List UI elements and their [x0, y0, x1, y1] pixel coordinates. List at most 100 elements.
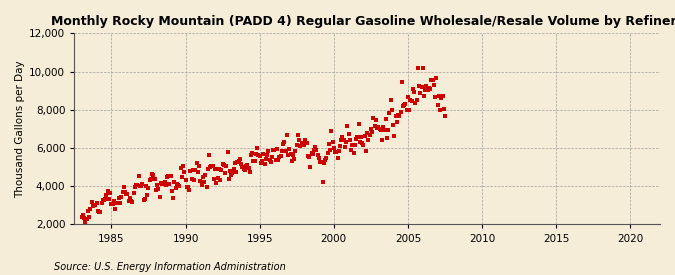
Point [179, 170, 190, 174]
Point [137, 181, 148, 186]
Point [132, 183, 142, 188]
Point [155, 181, 166, 185]
Point [344, 138, 355, 142]
Point [227, 170, 238, 175]
Point [212, 176, 223, 180]
Point [279, 139, 290, 144]
Point [183, 185, 194, 189]
Point [248, 159, 259, 163]
Point [418, 94, 429, 98]
Point [95, 210, 106, 214]
Point [234, 156, 245, 161]
Point [439, 114, 450, 118]
Point [184, 188, 194, 192]
Point [298, 141, 308, 145]
Point [283, 153, 294, 157]
Point [354, 139, 365, 144]
Point [348, 151, 359, 155]
Point [263, 149, 273, 154]
Point [269, 148, 280, 152]
Point [115, 201, 126, 205]
Point [182, 185, 192, 189]
Point [256, 158, 267, 163]
Point [219, 171, 230, 175]
Point [285, 152, 296, 156]
Point [290, 148, 301, 153]
Point [244, 169, 255, 174]
Point [113, 196, 124, 200]
Point [207, 163, 218, 168]
Point [228, 167, 239, 171]
Point [252, 145, 263, 150]
Point [107, 202, 118, 207]
Point [326, 129, 337, 133]
Point [390, 113, 401, 118]
Point [151, 188, 161, 192]
Point [82, 209, 93, 213]
Point [275, 154, 286, 159]
Point [387, 123, 398, 127]
Point [84, 214, 95, 219]
Point [421, 84, 432, 88]
Point [127, 199, 138, 204]
Point [369, 124, 380, 128]
Point [313, 153, 323, 157]
Point [307, 152, 318, 156]
Point [286, 159, 297, 164]
Point [161, 183, 171, 187]
Point [154, 195, 165, 199]
Point [167, 188, 178, 193]
Point [189, 178, 200, 183]
Point [185, 169, 196, 173]
Point [136, 184, 146, 188]
Point [271, 146, 282, 151]
Point [200, 173, 211, 177]
Point [126, 198, 136, 203]
Point [378, 125, 389, 129]
Point [140, 184, 151, 189]
Point [148, 173, 159, 177]
Point [383, 128, 394, 132]
Point [237, 164, 248, 169]
Point [412, 66, 423, 70]
Point [362, 131, 373, 135]
Point [389, 134, 400, 138]
Point [427, 78, 438, 82]
Point [118, 185, 129, 189]
Point [236, 161, 246, 166]
Point [222, 150, 233, 155]
Point [347, 142, 358, 147]
Point [157, 182, 167, 186]
Point [416, 84, 427, 89]
Point [350, 137, 361, 142]
Point [261, 157, 271, 161]
Point [128, 191, 139, 196]
Point [86, 199, 97, 204]
Point [406, 99, 417, 103]
Point [308, 148, 319, 152]
Point [96, 201, 107, 205]
Point [240, 167, 250, 172]
Point [138, 197, 149, 202]
Point [409, 90, 420, 94]
Point [365, 127, 376, 131]
Point [363, 138, 374, 142]
Point [241, 164, 252, 168]
Point [373, 124, 383, 129]
Point [259, 162, 270, 166]
Point [196, 183, 207, 187]
Point [130, 185, 140, 189]
Point [91, 201, 102, 205]
Point [343, 131, 354, 136]
Point [78, 213, 88, 218]
Point [374, 126, 385, 131]
Point [164, 182, 175, 186]
Point [288, 153, 298, 157]
Point [79, 216, 90, 220]
Point [146, 172, 157, 176]
Point [106, 202, 117, 206]
Point [88, 204, 99, 208]
Point [144, 178, 155, 183]
Point [230, 161, 240, 165]
Point [371, 118, 381, 122]
